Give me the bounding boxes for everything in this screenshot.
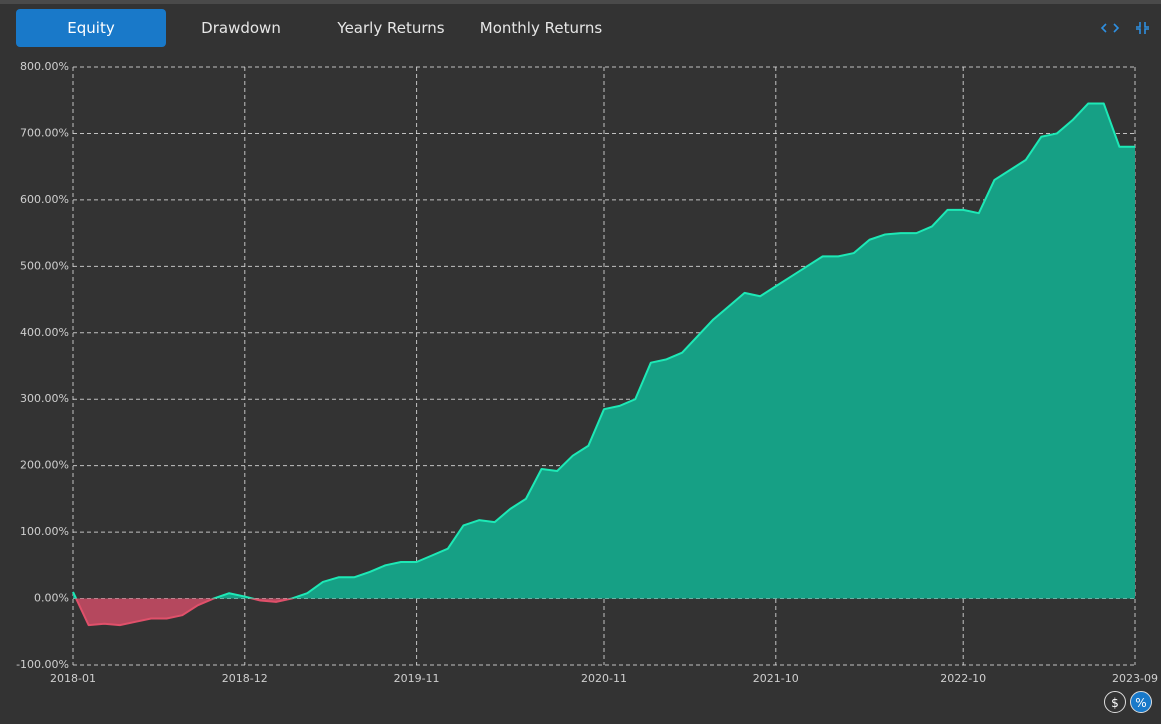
y-tick-label: 800.00%	[20, 60, 69, 73]
tab[interactable]: Yearly Returns	[337, 19, 445, 37]
y-tick-label: 0.00%	[34, 592, 69, 605]
y-tick-label: 200.00%	[20, 459, 69, 472]
y-tick-label: 300.00%	[20, 392, 69, 405]
code-icon[interactable]	[1100, 23, 1120, 33]
toolbar-icons	[1100, 22, 1149, 34]
unit-toggle[interactable]: $	[1104, 691, 1126, 713]
y-tick-label: 700.00%	[20, 126, 69, 139]
line	[72, 102, 1135, 599]
collapse-icon[interactable]	[1136, 22, 1149, 34]
chart: -100.00% 0.00% 100.00% 200.00% 300.00% 400.00…	[16, 60, 1158, 685]
x-tick-label: 2022-10	[940, 672, 986, 685]
area	[73, 598, 1135, 626]
y-tick-label: 100.00%	[20, 525, 69, 538]
tab[interactable]: Equity	[16, 9, 166, 47]
x-tick-label: 2019-11	[394, 672, 440, 685]
y-tick-label: 600.00%	[20, 193, 69, 206]
y-tick-label: 400.00%	[20, 326, 69, 339]
x-tick-label: 2023-09	[1112, 672, 1158, 685]
x-tick-label: 2021-10	[753, 672, 799, 685]
tab[interactable]: Monthly Returns	[479, 19, 603, 37]
area-group	[72, 102, 1135, 599]
unit-toggle[interactable]: %	[1130, 691, 1152, 713]
x-tick-label: 2020-11	[581, 672, 627, 685]
y-tick-label: -100.00%	[16, 658, 69, 671]
area	[73, 103, 1135, 599]
tab[interactable]: Drawdown	[201, 19, 281, 37]
x-tick-label: 2018-01	[50, 672, 96, 685]
area-group	[73, 598, 1135, 627]
x-tick-label: 2018-12	[222, 672, 268, 685]
y-tick-label: 500.00%	[20, 259, 69, 272]
